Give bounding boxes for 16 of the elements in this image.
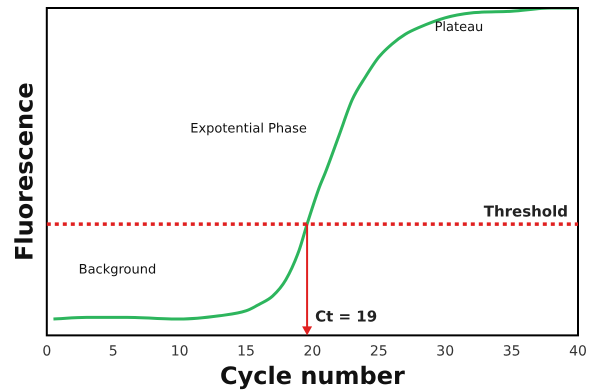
x-tick-label: 25 xyxy=(370,343,388,360)
x-tick-label: 10 xyxy=(170,343,189,360)
x-tick-label: 20 xyxy=(303,343,322,360)
x-tick-label: 40 xyxy=(569,343,587,360)
x-tick-label: 30 xyxy=(436,343,454,360)
annotation: Background xyxy=(78,262,156,278)
x-tick-label: 5 xyxy=(108,343,118,360)
y-axis-title: Fluorescence xyxy=(10,82,39,262)
x-tick-label: 35 xyxy=(502,343,521,360)
annotation: Ct = 19 xyxy=(315,307,378,326)
ref-line-label: Threshold xyxy=(484,202,568,220)
annotation: Expotential Phase xyxy=(190,122,307,137)
annotation: Plateau xyxy=(434,20,484,36)
x-axis-title: Cycle number xyxy=(220,362,405,390)
x-tick-label: 0 xyxy=(42,343,52,360)
x-tick-label: 15 xyxy=(237,343,255,360)
